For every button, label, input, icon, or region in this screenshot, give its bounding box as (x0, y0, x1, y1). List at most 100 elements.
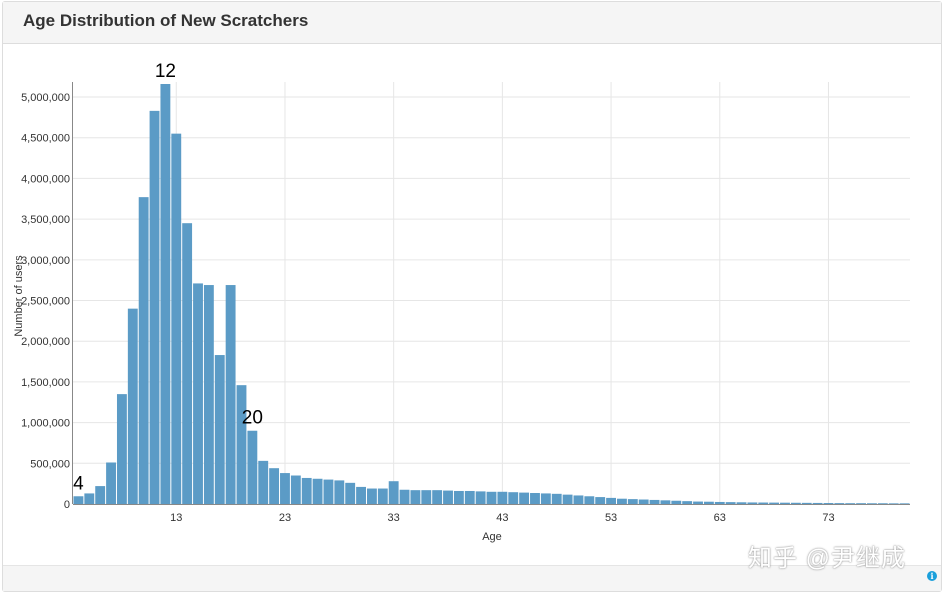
info-icon[interactable]: i (927, 571, 937, 581)
bar[interactable] (638, 499, 649, 504)
bar[interactable] (366, 488, 377, 504)
bar[interactable] (203, 285, 214, 504)
bar[interactable] (812, 502, 823, 504)
annotation-label: 4 (73, 473, 84, 494)
bar[interactable] (225, 285, 236, 504)
x-tick-label: 73 (822, 512, 834, 524)
bar[interactable] (127, 308, 138, 504)
bar[interactable] (693, 501, 703, 504)
bar[interactable] (345, 482, 356, 504)
bar[interactable] (73, 496, 84, 504)
y-tick-label: 4,000,000 (21, 173, 70, 185)
bar[interactable] (714, 501, 725, 504)
y-tick-label: 1,000,000 (21, 418, 70, 430)
bar[interactable] (95, 486, 106, 504)
bar[interactable] (443, 490, 453, 504)
bar[interactable] (193, 283, 203, 504)
bar[interactable] (269, 468, 280, 504)
bar[interactable] (595, 497, 606, 504)
bar[interactable] (160, 84, 171, 504)
bar[interactable] (573, 495, 584, 504)
bar[interactable] (388, 481, 399, 504)
page-title: Age Distribution of New Scratchers (23, 11, 309, 30)
bar[interactable] (530, 493, 540, 504)
x-tick-label: 13 (170, 512, 182, 524)
bar[interactable] (138, 197, 149, 505)
bar[interactable] (247, 430, 258, 504)
bar[interactable] (845, 503, 856, 504)
y-tick-label: 500,000 (30, 458, 70, 470)
x-tick-label: 43 (496, 512, 508, 524)
bar[interactable] (486, 491, 497, 504)
bar[interactable] (519, 492, 530, 504)
bar[interactable] (801, 502, 812, 504)
bar[interactable] (823, 503, 834, 504)
bar[interactable] (867, 503, 877, 504)
bar[interactable] (258, 460, 269, 504)
chart-bars (73, 84, 910, 505)
bar[interactable] (747, 502, 758, 504)
bar[interactable] (432, 490, 443, 504)
watermark-text: 知乎 @尹继成 (748, 545, 907, 572)
chart-axes (72, 82, 910, 505)
bar[interactable] (106, 462, 116, 504)
bar[interactable] (182, 223, 193, 505)
bar[interactable] (584, 496, 595, 504)
bar[interactable] (410, 490, 421, 504)
bar[interactable] (497, 491, 508, 504)
bar[interactable] (877, 503, 888, 504)
y-tick-label: 0 (64, 499, 70, 511)
bar[interactable] (464, 490, 475, 504)
bar[interactable] (290, 475, 301, 504)
bar[interactable] (617, 498, 627, 504)
bar[interactable] (116, 394, 127, 504)
bar[interactable] (606, 497, 617, 504)
bar[interactable] (660, 500, 671, 504)
bar[interactable] (301, 477, 312, 504)
bar[interactable] (453, 490, 464, 504)
y-tick-label: 1,500,000 (21, 377, 70, 389)
bar[interactable] (334, 480, 345, 504)
y-tick-label: 3,000,000 (21, 255, 70, 267)
bar[interactable] (356, 486, 366, 504)
bar[interactable] (399, 489, 410, 504)
bar[interactable] (790, 502, 801, 504)
bar[interactable] (377, 488, 388, 504)
bar[interactable] (562, 494, 573, 504)
bar[interactable] (649, 499, 660, 504)
y-tick-label: 3,500,000 (21, 214, 70, 226)
x-tick-label: 63 (714, 512, 726, 524)
bar[interactable] (834, 503, 845, 504)
bar[interactable] (899, 503, 910, 504)
bar[interactable] (551, 493, 562, 504)
bar[interactable] (84, 493, 95, 504)
bar[interactable] (758, 502, 769, 504)
bar[interactable] (725, 502, 736, 504)
bar[interactable] (888, 503, 899, 504)
bar[interactable] (236, 385, 247, 504)
bar[interactable] (280, 473, 290, 504)
bar[interactable] (323, 479, 334, 504)
bar[interactable] (540, 493, 551, 504)
bar[interactable] (780, 502, 790, 504)
x-tick-label: 53 (605, 512, 617, 524)
y-axis-title: Number of users (13, 255, 25, 337)
bar[interactable] (856, 503, 867, 504)
bar[interactable] (736, 502, 747, 504)
bar[interactable] (421, 490, 432, 504)
bar[interactable] (682, 501, 693, 504)
bar[interactable] (671, 500, 682, 504)
y-tick-label: 2,000,000 (21, 336, 70, 348)
chart-labels: 0 500,000 1,000,000 1,500,000 2,000,000 2,500… (21, 61, 835, 524)
bar[interactable] (475, 491, 486, 504)
bar[interactable] (149, 110, 160, 504)
bar[interactable] (312, 478, 323, 504)
bar[interactable] (214, 355, 225, 504)
bar[interactable] (769, 502, 780, 504)
panel-footer: i (3, 565, 941, 591)
bar[interactable] (627, 499, 638, 504)
bar[interactable] (703, 501, 714, 504)
bar[interactable] (171, 133, 182, 504)
bar[interactable] (508, 492, 519, 504)
